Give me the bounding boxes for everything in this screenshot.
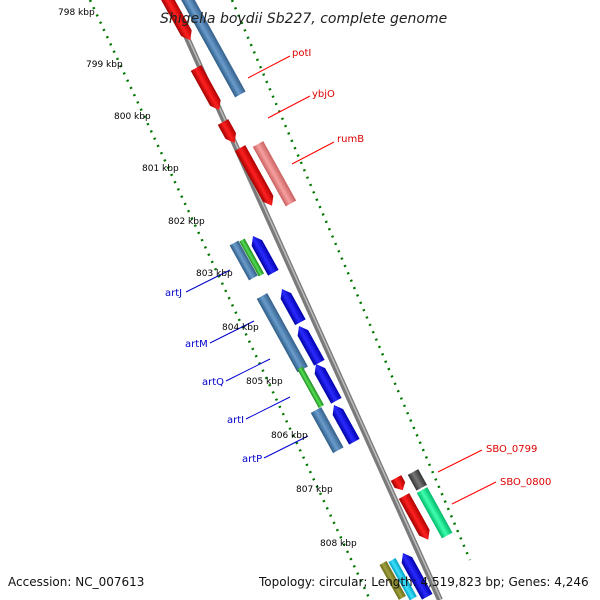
gene-feature-red-sbo-small [390, 475, 406, 491]
gene-feature-red-4 [234, 145, 274, 206]
gene-feature-red-3 [217, 119, 237, 143]
gene-label-artM: artM [185, 339, 208, 350]
gene-feature-red-sbo-large [398, 493, 430, 540]
tick-label-804: 804 kbp [222, 323, 259, 333]
gene-label-artJ: artJ [165, 288, 182, 299]
tick-label-807: 807 kbp [296, 485, 333, 495]
gene-feature-blue-2 [280, 289, 306, 326]
tick-label-801: 801 kbp [142, 164, 179, 174]
leader-ybjO [267, 95, 311, 119]
gene-feature-blue-3 [297, 326, 325, 366]
gene-feature-blue-1 [251, 236, 279, 276]
accession-text: Accession: NC_007613 [8, 575, 144, 589]
leader-artI [245, 396, 291, 420]
leader-artP [263, 435, 309, 459]
tick-label-802: 802 kbp [168, 217, 205, 227]
tick-label-800: 800 kbp [114, 112, 151, 122]
gene-feature-blue-5 [332, 405, 360, 445]
gene-feature-red-top-1 [157, 0, 192, 41]
gene-feature-red-top-2 [190, 65, 221, 110]
leader-artM [209, 320, 255, 344]
gene-label-artQ: artQ [202, 377, 224, 388]
gene-feature-cyan-bottom [388, 558, 417, 600]
gene-label-rumB: rumB [337, 134, 364, 145]
gene-feature-blue-bottom [401, 553, 433, 600]
gene-label-artI: artI [227, 415, 244, 426]
tick-label-806: 806 kbp [271, 431, 308, 441]
gene-label-artP: artP [242, 454, 262, 465]
gene-feature-aqua-SBO_0800 [416, 487, 453, 539]
leader-artQ [225, 358, 271, 382]
leader-artJ [185, 269, 231, 293]
gene-feature-pink-rumB [252, 141, 297, 207]
leader-potI [247, 55, 291, 79]
gene-label-potI: potI [292, 48, 311, 59]
gene-feature-steelblue-artJ [229, 240, 258, 281]
leader-rumB [291, 141, 335, 165]
tick-label-799: 799 kbp [86, 60, 123, 70]
tick-label-798: 798 kbp [58, 8, 95, 18]
gene-label-SBO_0800: SBO_0800 [500, 477, 551, 488]
tick-label-803: 803 kbp [196, 269, 233, 279]
gene-feature-blue-4 [314, 364, 342, 404]
gene-feature-steelblue-artP [310, 407, 344, 454]
leader-SBO_0800 [451, 481, 497, 505]
genome-summary-text: Topology: circular; Length: 4,519,823 bp… [258, 575, 589, 589]
tick-label-805: 805 kbp [246, 377, 283, 387]
gene-feature-olive-bottom [379, 561, 406, 600]
gene-feature-steelblue-top [177, 0, 246, 98]
tick-label-808: 808 kbp [320, 539, 357, 549]
leader-SBO_0799 [437, 449, 483, 473]
gene-feature-steelblue-artM [256, 293, 308, 373]
gene-feature-gray-SBO_0799 [407, 469, 427, 491]
genome-title: Shigella boydii Sb227, complete genome [160, 11, 447, 27]
gene-label-ybjO: ybjO [312, 89, 335, 100]
gene-label-SBO_0799: SBO_0799 [486, 444, 537, 455]
outer-tick-track [230, 0, 472, 561]
gene-feature-green-artQ [297, 366, 324, 408]
gene-feature-green-artJ [239, 238, 265, 277]
